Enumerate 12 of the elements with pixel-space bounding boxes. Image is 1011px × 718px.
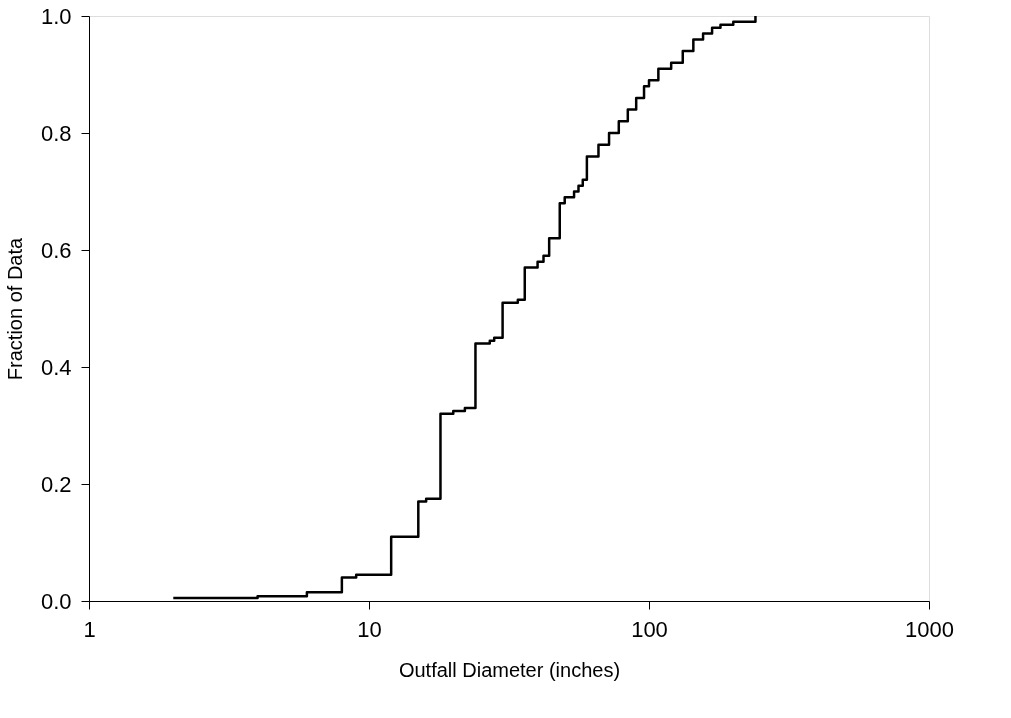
y-tick-label: 0.0 bbox=[40, 588, 72, 614]
x-tick-label: 1000 bbox=[905, 616, 954, 642]
x-tick-label: 1 bbox=[83, 616, 96, 642]
y-axis-title: Fraction of Data bbox=[3, 236, 26, 381]
y-tick-label: 0.8 bbox=[40, 120, 72, 146]
x-tick-label: 100 bbox=[631, 616, 668, 642]
x-tick-label: 10 bbox=[357, 616, 382, 642]
y-tick-label: 0.6 bbox=[40, 237, 72, 263]
x-axis-title: Outfall Diameter (inches) bbox=[398, 658, 621, 681]
y-tick-label: 0.4 bbox=[40, 354, 72, 380]
y-tick-label: 1.0 bbox=[40, 3, 72, 29]
y-tick-label: 0.2 bbox=[40, 471, 72, 497]
